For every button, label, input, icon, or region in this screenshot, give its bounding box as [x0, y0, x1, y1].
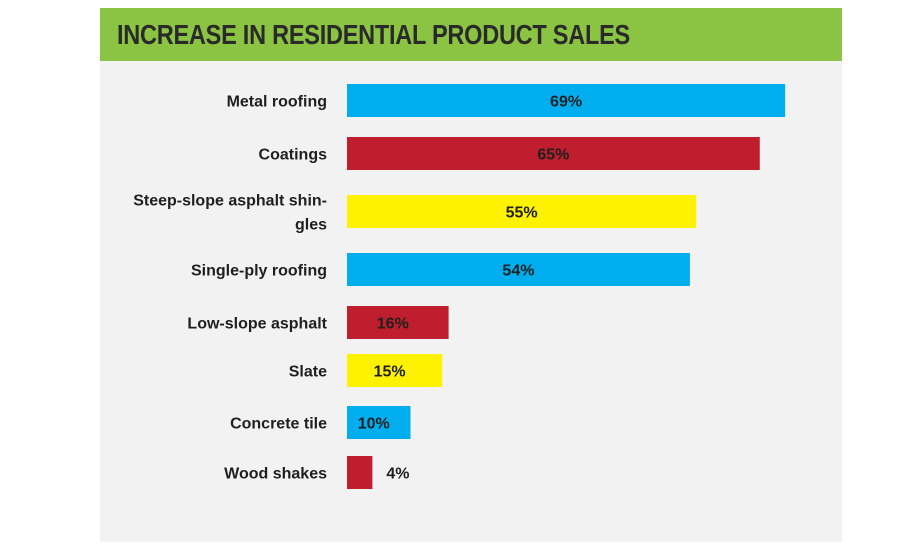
title-bar: INCREASE IN RESIDENTIAL PRODUCT SALES — [100, 8, 842, 61]
category-label-5: Slate — [289, 364, 327, 381]
chart-title: INCREASE IN RESIDENTIAL PRODUCT SALES — [117, 19, 630, 50]
category-label-0: Metal roofing — [227, 94, 327, 111]
value-label-2: 55% — [506, 205, 538, 222]
category-label-2-line-1: gles — [295, 217, 327, 234]
bar-1 — [347, 137, 760, 170]
category-label-4: Low-slope asphalt — [187, 316, 327, 333]
bar-7 — [347, 456, 373, 489]
bar-5 — [347, 354, 443, 387]
category-label-3: Single-ply roofing — [191, 263, 327, 280]
value-label-1: 65% — [537, 147, 569, 164]
bar-3 — [347, 253, 690, 286]
category-label-7: Wood shakes — [224, 466, 327, 483]
category-label-1: Coatings — [259, 147, 328, 164]
bar-0 — [347, 84, 786, 117]
category-label-2-line-0: Steep-slope asphalt shin- — [133, 193, 327, 210]
value-label-0: 69% — [550, 94, 582, 111]
bar-4 — [347, 306, 449, 339]
value-label-7: 4% — [386, 466, 409, 483]
value-label-5: 15% — [374, 364, 406, 381]
value-label-4: 16% — [377, 316, 409, 333]
bar-2 — [347, 195, 697, 228]
value-label-6: 10% — [358, 416, 390, 433]
category-label-6: Concrete tile — [230, 416, 327, 433]
value-label-3: 54% — [502, 263, 534, 280]
bar-6 — [347, 406, 411, 439]
